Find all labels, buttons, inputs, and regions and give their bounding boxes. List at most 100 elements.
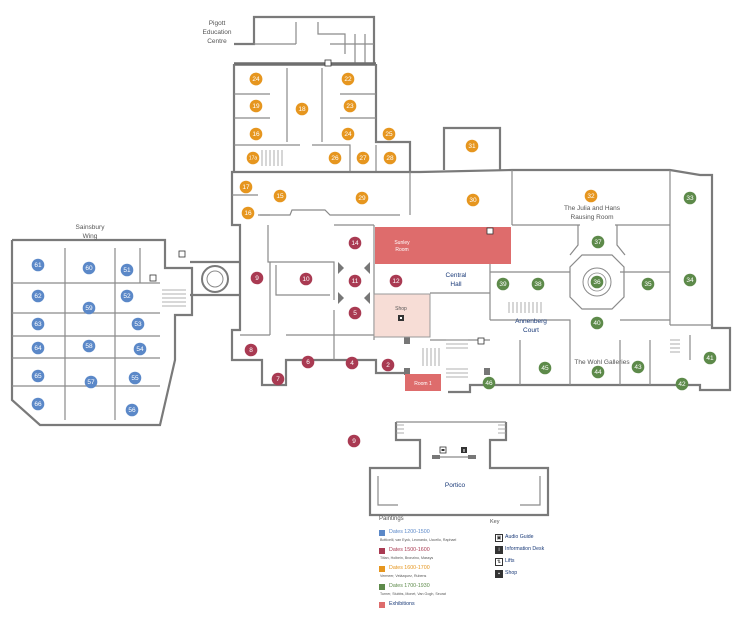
room-marker-42[interactable] [675, 377, 689, 391]
sunley-room-label: Room [395, 247, 408, 253]
lift-icon[interactable] [486, 227, 494, 235]
room-marker-27[interactable] [356, 151, 370, 165]
room-number: 31 [468, 143, 476, 150]
room-marker-31[interactable] [465, 139, 479, 153]
key-title: Key [490, 519, 500, 525]
room-number: 17 [242, 184, 250, 191]
education-label: Education [203, 29, 232, 36]
connector-walls [190, 260, 240, 297]
room-marker-9[interactable] [347, 434, 361, 448]
room-marker-28[interactable] [383, 151, 397, 165]
legend-row-1700: Dates 1700-1930 Turner, Stubbs, Monet, V… [379, 583, 489, 601]
shop-icon[interactable] [398, 315, 404, 321]
room-marker-36[interactable] [590, 275, 604, 289]
room-1[interactable] [405, 374, 441, 391]
key-row-shop: ▪ Shop [490, 570, 570, 582]
lift-icon[interactable] [477, 337, 485, 345]
key-row-audio: ▣ Audio Guide [490, 534, 570, 546]
room-number: 62 [34, 293, 42, 300]
room-marker-58[interactable] [82, 339, 96, 353]
room-marker-16[interactable] [241, 206, 255, 220]
lift-icon[interactable] [324, 59, 332, 67]
room-marker-32[interactable] [584, 189, 598, 203]
room-marker-24[interactable] [341, 127, 355, 141]
lift-icon[interactable] [178, 250, 186, 258]
room-marker-35[interactable] [641, 277, 655, 291]
room-marker-41[interactable] [703, 351, 717, 365]
room-marker-24[interactable] [249, 72, 263, 86]
room-marker-16[interactable] [249, 127, 263, 141]
room-number: 51 [123, 267, 131, 274]
room-number: 43 [634, 364, 642, 371]
room-marker-38[interactable] [531, 277, 545, 291]
room-marker-44[interactable] [591, 365, 605, 379]
room-marker-23[interactable] [343, 99, 357, 113]
legend-dates: Dates 1700-1930 [389, 583, 430, 589]
room-marker-54[interactable] [133, 342, 147, 356]
room-marker-25[interactable] [382, 127, 396, 141]
room-marker-52[interactable] [120, 289, 134, 303]
room-marker-6[interactable] [301, 355, 315, 369]
room-marker-40[interactable] [590, 316, 604, 330]
room-number: 65 [34, 373, 42, 380]
shop-label: Shop [395, 306, 407, 312]
room-marker-60[interactable] [82, 261, 96, 275]
room-marker-51[interactable] [120, 263, 134, 277]
room-number: 30 [469, 197, 477, 204]
room-marker-17[interactable] [239, 180, 253, 194]
room-marker-11[interactable] [348, 274, 362, 288]
room-marker-12[interactable] [389, 274, 403, 288]
room-marker-59[interactable] [82, 301, 96, 315]
room-marker-46[interactable] [482, 376, 496, 390]
room-marker-55[interactable] [128, 371, 142, 385]
room-marker-56[interactable] [125, 403, 139, 417]
audio-guide-icon[interactable] [439, 446, 447, 454]
legend-exhibitions: Exhibitions [389, 601, 415, 607]
lift-icon[interactable] [149, 274, 157, 282]
room-marker-34[interactable] [683, 273, 697, 287]
room-marker-43[interactable] [631, 360, 645, 374]
information-icon[interactable] [461, 447, 467, 453]
legend-swatch-maroon [379, 548, 385, 554]
room-marker-53[interactable] [131, 317, 145, 331]
room-marker-29[interactable] [355, 191, 369, 205]
room-number: 57 [87, 379, 95, 386]
room-marker-33[interactable] [683, 191, 697, 205]
room-marker-18[interactable] [295, 102, 309, 116]
room-number: 18 [298, 106, 306, 113]
room-marker-14[interactable] [348, 236, 362, 250]
room-marker-17a[interactable] [246, 151, 260, 165]
room-marker-61[interactable] [31, 258, 45, 272]
room-marker-4[interactable] [345, 356, 359, 370]
room-marker-9[interactable] [250, 271, 264, 285]
room-marker-7[interactable] [271, 372, 285, 386]
room-number: 26 [331, 155, 339, 162]
room-number: 27 [359, 155, 367, 162]
room-marker-45[interactable] [538, 361, 552, 375]
room-marker-26[interactable] [328, 151, 342, 165]
room-marker-64[interactable] [31, 341, 45, 355]
room-marker-19[interactable] [249, 99, 263, 113]
room-marker-8[interactable] [244, 343, 258, 357]
room-marker-15[interactable] [273, 189, 287, 203]
room-marker-65[interactable] [31, 369, 45, 383]
room-marker-63[interactable] [31, 317, 45, 331]
room-marker-10[interactable] [299, 272, 313, 286]
room-number: 9 [352, 438, 356, 445]
room-number: 16 [244, 210, 252, 217]
room-marker-62[interactable] [31, 289, 45, 303]
room-marker-57[interactable] [84, 375, 98, 389]
key-label: Information Desk [505, 546, 545, 552]
room-number: 7 [276, 376, 280, 383]
room-marker-22[interactable] [341, 72, 355, 86]
room-number: 36 [593, 279, 601, 286]
room-marker-2[interactable] [381, 358, 395, 372]
room-marker-5[interactable] [348, 306, 362, 320]
room-marker-30[interactable] [466, 193, 480, 207]
room-marker-37[interactable] [591, 235, 605, 249]
room-marker-66[interactable] [31, 397, 45, 411]
room-marker-39[interactable] [496, 277, 510, 291]
room-number: 66 [34, 401, 42, 408]
shop-icon: ▪ [495, 570, 503, 578]
lift-icon: ⇅ [495, 558, 503, 566]
